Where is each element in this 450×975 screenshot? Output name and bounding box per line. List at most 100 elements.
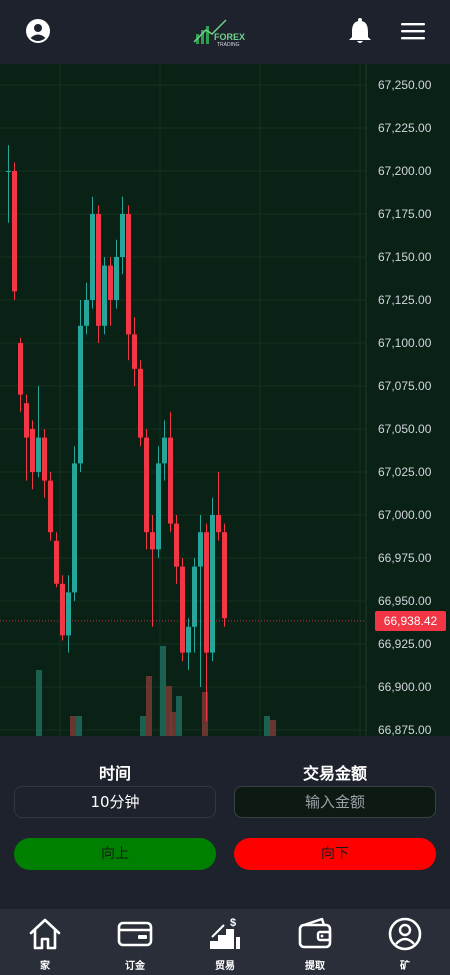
price-axis-label: 66,875.00 (378, 723, 432, 736)
price-axis-label: 67,000.00 (378, 508, 432, 522)
candle-body (66, 592, 71, 636)
candle-body (84, 300, 89, 326)
candle-body (18, 343, 23, 395)
volume-bar (202, 692, 208, 736)
candle-body (54, 540, 59, 584)
candle-body (186, 626, 191, 653)
candle-body (210, 515, 215, 653)
volume-bar (160, 646, 166, 736)
candle-body (180, 566, 185, 653)
price-axis-label: 67,125.00 (378, 293, 432, 307)
candle-body (120, 214, 125, 257)
volume-bar (70, 716, 76, 736)
candle-body (108, 265, 113, 300)
price-axis-label: 67,175.00 (378, 207, 432, 221)
price-axis-label: 67,075.00 (378, 379, 432, 393)
volume-bar (166, 686, 172, 736)
candle-body (24, 403, 29, 438)
price-axis-label: 67,025.00 (378, 465, 432, 479)
trade-panel: 时间 交易金额 10分钟 输入金额 向上 向下 (0, 736, 450, 891)
candle-body (72, 463, 77, 593)
price-axis-label: 67,100.00 (378, 336, 432, 350)
nav-label-withdraw: 提取 (305, 961, 325, 972)
price-axis-label: 67,150.00 (378, 250, 432, 264)
candle-body (90, 214, 95, 300)
candle-body (6, 171, 11, 172)
notifications-button[interactable] (346, 16, 374, 46)
candle-body (204, 532, 209, 653)
candle-body (126, 214, 131, 335)
buy-up-button[interactable]: 向上 (14, 838, 216, 870)
bottom-nav: 家 订金 $ 贸易 提取 (0, 909, 450, 975)
nav-item-trade[interactable]: $ 贸易 (180, 909, 270, 975)
candle-body (168, 437, 173, 524)
profile-button[interactable] (24, 16, 52, 46)
candle-body (132, 334, 137, 369)
nav-item-home[interactable]: 家 (0, 909, 90, 975)
wallet-icon (298, 917, 332, 949)
candle-body (174, 523, 179, 567)
current-price-tag: 66,938.42 (375, 610, 446, 631)
candle-body (114, 257, 119, 300)
candle-body (144, 437, 149, 533)
price-axis-label: 66,950.00 (378, 594, 432, 608)
price-axis-label: 66,925.00 (378, 637, 432, 651)
candlestick-chart: 67,250.00 67,225.00 67,200.00 67,175.00 67,1… (0, 64, 432, 736)
home-icon (29, 918, 61, 950)
nav-item-deposit[interactable]: 订金 (90, 909, 180, 975)
candle-body (198, 532, 203, 567)
price-axis-label: 67,250.00 (378, 78, 432, 92)
volume-bar (176, 696, 182, 736)
nav-label-mine: 矿 (400, 961, 410, 972)
volume-bar (76, 716, 82, 736)
nav-spacer (0, 891, 450, 909)
volume-bar (264, 716, 270, 736)
price-axis-label: 66,975.00 (378, 551, 432, 565)
svg-text:TRADING: TRADING (217, 42, 240, 48)
candle-body (42, 437, 47, 481)
forex-logo: FOREX TRADING (192, 18, 258, 48)
nav-label-home: 家 (40, 961, 50, 972)
candle-body (60, 583, 65, 636)
candle-body (78, 325, 83, 464)
price-axis-label: 67,225.00 (378, 121, 432, 135)
price-axis-label: 66,900.00 (378, 680, 432, 694)
nav-label-trade: 贸易 (215, 961, 235, 972)
amount-label: 交易金额 (302, 764, 367, 783)
volume-bar (140, 716, 146, 736)
nav-item-mine[interactable]: 矿 (360, 909, 450, 975)
candle-body (150, 532, 155, 550)
candle-body (156, 463, 161, 550)
candle-body (192, 566, 197, 627)
price-axis-label: 67,200.00 (378, 164, 432, 178)
volume-bar (146, 676, 152, 736)
price-axis-label: 67,050.00 (378, 422, 432, 436)
nav-label-deposit: 订金 (125, 961, 145, 972)
menu-icon (401, 23, 425, 40)
candle-body (96, 214, 101, 326)
menu-button[interactable] (398, 16, 428, 46)
time-label: 时间 (98, 764, 131, 783)
candle-body (48, 480, 53, 533)
trade-stairs-icon: $ (210, 917, 240, 949)
candle-body (102, 265, 107, 326)
duration-select[interactable]: 10分钟 (14, 786, 216, 818)
candle-body (216, 515, 221, 533)
candle-body (36, 437, 41, 472)
user-circle-icon (26, 19, 50, 43)
amount-input[interactable]: 输入金额 (234, 786, 436, 818)
bell-icon (349, 18, 371, 43)
svg-text:FOREX: FOREX (214, 32, 245, 42)
wallet-card-icon (117, 921, 153, 947)
volume-bar (36, 670, 42, 736)
candle-body (30, 429, 35, 472)
nav-item-withdraw[interactable]: 提取 (270, 909, 360, 975)
candle-body (138, 368, 143, 438)
volume-bar (170, 712, 176, 736)
price-chart[interactable]: 67,250.00 67,225.00 67,200.00 67,175.00 67,1… (0, 64, 450, 736)
volume-bar (270, 720, 276, 736)
candle-body (12, 171, 17, 292)
sell-down-button[interactable]: 向下 (234, 838, 436, 870)
candle-body (222, 532, 227, 619)
